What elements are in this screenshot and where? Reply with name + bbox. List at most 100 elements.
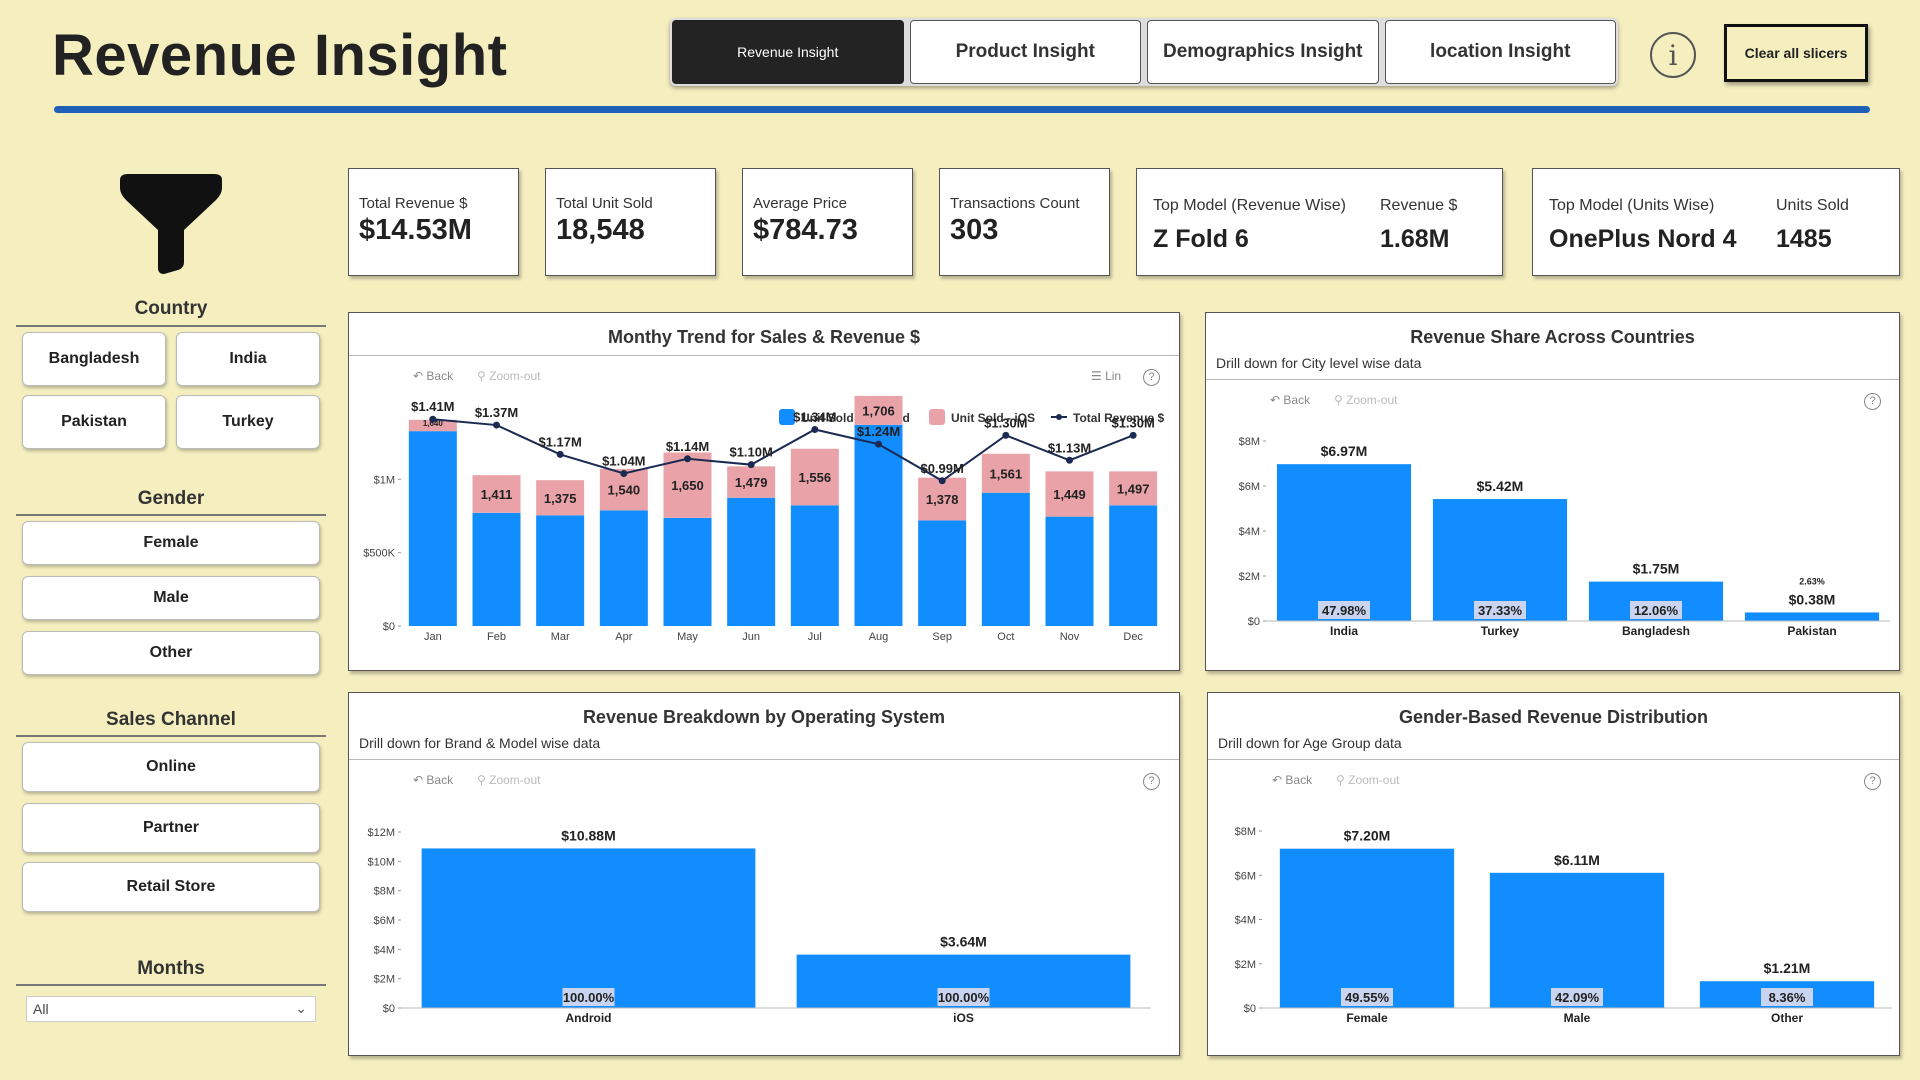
country-option-pakistan[interactable]: Pakistan xyxy=(22,395,166,449)
bar-ios[interactable] xyxy=(1045,471,1094,517)
zoom-out-button[interactable]: ⚲ Zoom-out xyxy=(1334,393,1398,407)
country-option-india[interactable]: India xyxy=(176,332,320,386)
help-icon[interactable]: ? xyxy=(1864,393,1881,410)
revenue-point[interactable] xyxy=(811,425,819,433)
months-dropdown[interactable]: All ⌄ xyxy=(26,996,316,1022)
gender-option-other[interactable]: Other xyxy=(22,631,320,675)
bar-android[interactable] xyxy=(854,424,903,626)
bar-ios[interactable] xyxy=(790,448,839,506)
help-icon[interactable]: ? xyxy=(1864,773,1881,790)
bar[interactable] xyxy=(1489,872,1665,1008)
gender-option-male[interactable]: Male xyxy=(22,576,320,620)
bar-android[interactable] xyxy=(790,505,839,626)
x-tick-label: Mar xyxy=(551,631,570,643)
bar-ios[interactable] xyxy=(472,475,521,513)
tab-location-insight[interactable]: location Insight xyxy=(1384,20,1616,84)
revenue-label: $1.13M xyxy=(1048,440,1091,455)
tab-revenue-insight[interactable]: Revenue Insight xyxy=(672,20,904,84)
kpi-metric-value: 1.68M xyxy=(1380,225,1450,253)
country-option-turkey[interactable]: Turkey xyxy=(176,395,320,449)
revenue-point[interactable] xyxy=(1066,456,1073,464)
panel-divider xyxy=(349,355,1179,356)
bar-android[interactable] xyxy=(727,497,776,626)
country-option-bangladesh[interactable]: Bangladesh xyxy=(22,332,166,386)
x-tick-label: Feb xyxy=(487,631,506,643)
lin-scale-button[interactable]: ☰ Lin xyxy=(1091,369,1122,383)
revenue-point[interactable] xyxy=(684,455,691,463)
back-button[interactable]: ↶ Back xyxy=(1270,393,1311,407)
bar-android[interactable] xyxy=(1045,516,1094,626)
bar-android[interactable] xyxy=(536,515,585,626)
bar-share-label: 100.00% xyxy=(563,990,615,1005)
revenue-label: $1.30M xyxy=(984,415,1027,430)
bar-android[interactable] xyxy=(1109,505,1158,626)
bar-android[interactable] xyxy=(472,512,521,626)
zoom-out-button[interactable]: ⚲ Zoom-out xyxy=(477,369,541,383)
bar[interactable] xyxy=(421,848,756,1008)
sales-channel-slicer-title: Sales Channel xyxy=(106,709,236,730)
bar[interactable] xyxy=(1276,464,1412,621)
chart-title: Gender-Based Revenue Distribution xyxy=(1398,707,1709,727)
bar-android[interactable] xyxy=(408,431,457,626)
clear-slicers-button[interactable]: Clear all slicers xyxy=(1724,24,1868,82)
bar-ios[interactable] xyxy=(981,453,1030,493)
zoom-out-button[interactable]: ⚲ Zoom-out xyxy=(1336,773,1400,787)
y-tick-label: $4M xyxy=(1239,526,1260,538)
channel-option-retail-store[interactable]: Retail Store xyxy=(22,862,320,912)
bar-value-label: $7.20M xyxy=(1344,828,1391,844)
bar[interactable] xyxy=(1744,612,1880,621)
gender-slicer-title: Gender xyxy=(137,488,205,509)
kpi-metric-label: Units Sold xyxy=(1776,197,1849,214)
help-icon[interactable]: ? xyxy=(1143,369,1160,386)
bar-android[interactable] xyxy=(663,517,712,626)
bar-ios[interactable] xyxy=(854,395,903,425)
bar-android[interactable] xyxy=(599,510,648,626)
monthly-trend-panel: Monthy Trend for Sales & Revenue $ ↶ Bac… xyxy=(348,312,1180,671)
revenue-point[interactable] xyxy=(1129,431,1137,439)
bar-ios[interactable] xyxy=(918,477,967,521)
bar[interactable] xyxy=(1432,499,1568,621)
x-tick-label: Jan xyxy=(424,631,442,643)
bar-ios[interactable] xyxy=(727,466,776,498)
gender-revenue-panel: Gender-Based Revenue Distribution Drill … xyxy=(1207,692,1900,1056)
revenue-point[interactable] xyxy=(556,450,564,458)
bar-unit-label: 1,640 xyxy=(423,419,444,428)
y-tick-label: $4M xyxy=(1235,915,1256,927)
back-button[interactable]: ↶ Back xyxy=(413,773,454,787)
back-button[interactable]: ↶ Back xyxy=(1272,773,1313,787)
bar-android[interactable] xyxy=(918,520,967,626)
tab-demographics-insight[interactable]: Demographics Insight xyxy=(1147,20,1379,84)
bar-ios[interactable] xyxy=(408,419,457,432)
share-label-bg xyxy=(1318,601,1370,619)
revenue-point[interactable] xyxy=(938,477,946,485)
bar-android[interactable] xyxy=(981,492,1030,626)
chevron-down-icon: ⌄ xyxy=(295,1000,307,1016)
channel-option-online[interactable]: Online xyxy=(22,742,320,792)
bar-ios[interactable] xyxy=(1109,471,1158,506)
revenue-point[interactable] xyxy=(493,421,500,429)
share-label-bg xyxy=(1341,988,1393,1006)
info-icon[interactable]: i xyxy=(1650,32,1696,78)
help-icon[interactable]: ? xyxy=(1143,773,1160,790)
months-divider xyxy=(16,984,326,986)
country-slicer-title: Country xyxy=(134,298,208,319)
revenue-point[interactable] xyxy=(620,469,628,477)
revenue-point[interactable] xyxy=(747,461,755,469)
legend-swatch xyxy=(779,409,795,425)
bar[interactable] xyxy=(1279,848,1455,1008)
back-button[interactable]: ↶ Back xyxy=(413,369,454,383)
gender-option-female[interactable]: Female xyxy=(22,521,320,565)
x-tick-label: Jul xyxy=(808,631,822,643)
os-revenue-panel: Revenue Breakdown by Operating System Dr… xyxy=(348,692,1180,1056)
bar-unit-label: 1,375 xyxy=(544,491,577,506)
revenue-point[interactable] xyxy=(429,415,437,423)
zoom-out-button[interactable]: ⚲ Zoom-out xyxy=(477,773,541,787)
bar-ios[interactable] xyxy=(536,480,585,516)
tab-product-insight[interactable]: Product Insight xyxy=(909,20,1141,84)
revenue-point[interactable] xyxy=(1002,431,1010,439)
kpi-top-model-units: Top Model (Units Wise) Units Sold OnePlu… xyxy=(1532,168,1900,276)
share-label-bg xyxy=(937,988,990,1006)
revenue-label: $1.41M xyxy=(411,399,454,414)
revenue-point[interactable] xyxy=(875,440,882,448)
channel-option-partner[interactable]: Partner xyxy=(22,803,320,853)
